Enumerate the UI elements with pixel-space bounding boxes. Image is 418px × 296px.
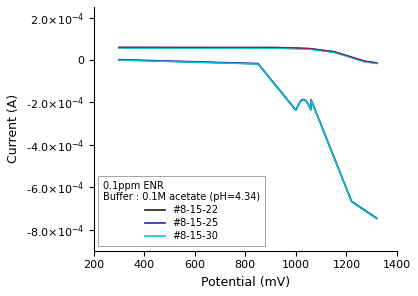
Legend: #8-15-22, #8-15-25, #8-15-30: #8-15-22, #8-15-25, #8-15-30	[99, 176, 265, 246]
X-axis label: Potential (mV): Potential (mV)	[201, 276, 290, 289]
Y-axis label: Current (A): Current (A)	[7, 94, 20, 163]
